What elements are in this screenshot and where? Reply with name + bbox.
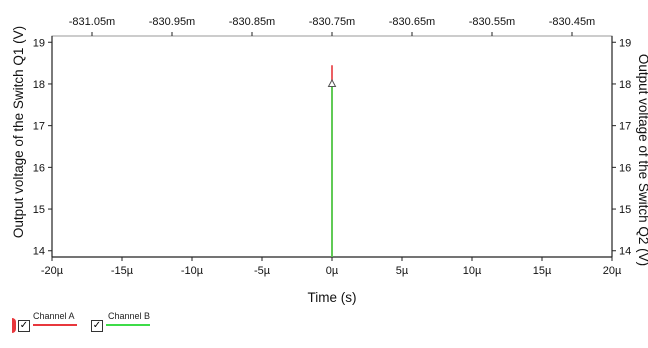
legend-item-channel-a[interactable]: ✓ Channel A	[12, 311, 77, 333]
x-tick-label: 0µ	[326, 265, 339, 277]
channel-b-checkbox[interactable]: ✓	[91, 320, 103, 332]
legend-item-channel-b[interactable]: ✓ Channel B	[91, 311, 150, 332]
channel-b-swatch	[106, 324, 150, 326]
x-tick-label: -10µ	[181, 265, 204, 277]
channel-a-checkbox[interactable]: ✓	[18, 320, 30, 332]
channel-a-marker-icon	[12, 318, 16, 333]
y-tick-label-right: 17	[619, 121, 631, 133]
top-x-tick-label: -830.85m	[229, 16, 275, 28]
top-x-tick-label: -830.65m	[389, 16, 435, 28]
top-x-tick-label: -830.55m	[469, 16, 515, 28]
top-x-tick-label: -831.05m	[69, 16, 115, 28]
y-tick-label-right: 19	[619, 37, 631, 49]
y-tick-label-right: 18	[619, 79, 631, 91]
x-tick-label: -20µ	[41, 265, 64, 277]
trigger-marker-icon	[327, 78, 337, 87]
top-x-tick-label: -830.95m	[149, 16, 195, 28]
y-tick-label-right: 16	[619, 162, 631, 174]
y-tick-label-left: 18	[33, 79, 45, 91]
y-axis-label-right: Output voltage of the Switch Q2 (V)	[636, 54, 648, 266]
channel-b-label: Channel B	[108, 311, 151, 321]
y-tick-label-left: 17	[33, 121, 45, 133]
x-tick-label: 10µ	[463, 265, 482, 277]
x-axis-label: Time (s)	[308, 290, 357, 305]
top-x-tick-label: -830.45m	[549, 16, 595, 28]
x-tick-label: -5µ	[254, 265, 271, 277]
y-tick-label-right: 14	[619, 246, 631, 258]
y-tick-label-right: 15	[619, 204, 631, 216]
top-x-tick-label: -830.75m	[309, 16, 355, 28]
y-tick-label-left: 14	[33, 246, 45, 258]
channel-a-label: Channel A	[33, 311, 75, 321]
y-tick-label-left: 15	[33, 204, 45, 216]
legend: ✓ Channel A ✓ Channel B	[12, 311, 150, 337]
x-tick-label: 15µ	[533, 265, 552, 277]
channel-a-swatch	[33, 324, 77, 326]
x-tick-label: -15µ	[111, 265, 134, 277]
x-tick-label: 5µ	[396, 265, 409, 277]
y-tick-label-left: 19	[33, 37, 45, 49]
y-tick-label-left: 16	[33, 162, 45, 174]
y-axis-label-left: Output voltage of the Switch Q1 (V)	[11, 26, 26, 238]
x-tick-label: 20µ	[603, 265, 622, 277]
